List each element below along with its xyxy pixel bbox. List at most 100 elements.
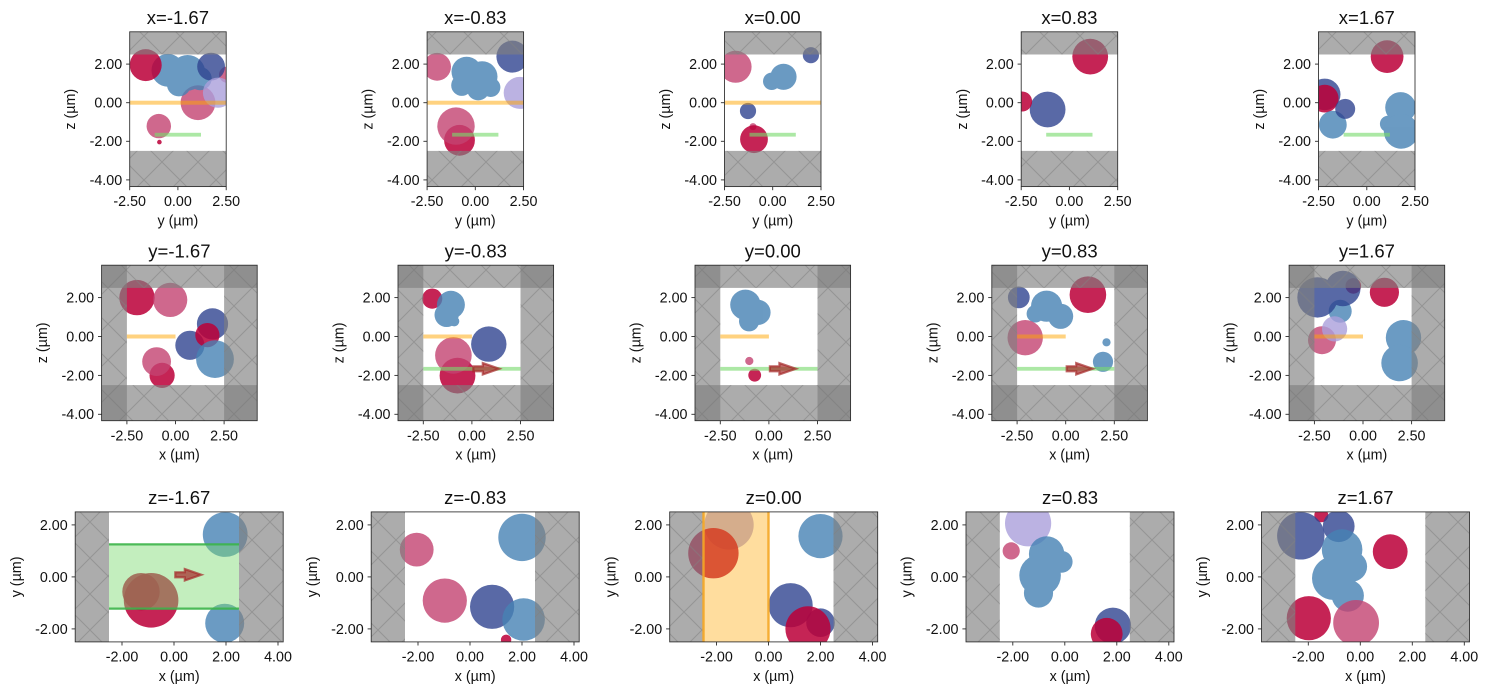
svg-text:0.00: 0.00 [1051, 650, 1079, 666]
svg-text:y (µm): y (µm) [603, 557, 619, 598]
svg-text:z (µm): z (µm) [332, 323, 348, 364]
svg-text:0.00: 0.00 [956, 329, 984, 345]
svg-text:y (µm): y (µm) [455, 214, 496, 230]
svg-text:0.00: 0.00 [634, 570, 662, 586]
svg-text:4.00: 4.00 [1450, 650, 1478, 666]
svg-text:0.00: 0.00 [160, 650, 188, 666]
svg-text:z (µm): z (µm) [361, 89, 377, 130]
svg-text:x=0.00: x=0.00 [745, 7, 801, 28]
svg-text:0.00: 0.00 [66, 329, 94, 345]
svg-text:0.00: 0.00 [1055, 194, 1083, 210]
svg-text:y=1.67: y=1.67 [1339, 241, 1395, 262]
svg-text:0.00: 0.00 [1254, 329, 1282, 345]
svg-text:0.00: 0.00 [164, 194, 192, 210]
svg-text:x=-1.67: x=-1.67 [147, 7, 209, 28]
svg-text:x (µm): x (µm) [1049, 448, 1090, 464]
svg-text:-2.00: -2.00 [1292, 650, 1325, 666]
svg-text:0.00: 0.00 [1052, 428, 1080, 444]
svg-text:4.00: 4.00 [859, 650, 887, 666]
svg-text:-2.50: -2.50 [1302, 194, 1335, 210]
svg-text:x=-0.83: x=-0.83 [444, 7, 506, 28]
svg-text:-2.50: -2.50 [411, 194, 444, 210]
svg-text:0.00: 0.00 [1346, 650, 1374, 666]
svg-text:-4.00: -4.00 [387, 173, 420, 189]
svg-text:-2.00: -2.00 [62, 368, 95, 384]
svg-text:2.50: 2.50 [1398, 428, 1426, 444]
svg-text:-4.00: -4.00 [90, 173, 123, 189]
svg-text:z=-0.83: z=-0.83 [444, 487, 506, 508]
svg-text:-2.00: -2.00 [1278, 134, 1311, 150]
svg-text:z (µm): z (µm) [658, 89, 674, 130]
svg-text:-2.00: -2.00 [1249, 368, 1282, 384]
svg-text:-2.50: -2.50 [111, 428, 144, 444]
svg-text:-4.00: -4.00 [358, 407, 391, 423]
svg-text:0.00: 0.00 [392, 96, 420, 112]
svg-text:-4.00: -4.00 [1278, 173, 1311, 189]
svg-text:y (µm): y (µm) [1049, 214, 1090, 230]
svg-text:z (µm): z (µm) [35, 323, 51, 364]
svg-text:-2.00: -2.00 [684, 134, 717, 150]
svg-text:2.00: 2.00 [1226, 518, 1254, 534]
svg-text:2.00: 2.00 [931, 518, 959, 534]
svg-text:-2.00: -2.00 [331, 622, 364, 638]
svg-text:z=0.83: z=0.83 [1042, 487, 1098, 508]
svg-text:-4.00: -4.00 [62, 407, 95, 423]
svg-text:2.00: 2.00 [986, 57, 1014, 73]
svg-text:y (µm): y (µm) [1195, 557, 1211, 598]
svg-text:x (µm): x (µm) [159, 669, 200, 685]
svg-text:-2.00: -2.00 [358, 368, 391, 384]
svg-text:0.00: 0.00 [458, 428, 486, 444]
svg-text:2.00: 2.00 [1398, 650, 1426, 666]
svg-text:2.50: 2.50 [1401, 194, 1429, 210]
svg-text:0.00: 0.00 [162, 428, 190, 444]
svg-text:-2.50: -2.50 [1001, 428, 1034, 444]
svg-text:0.00: 0.00 [689, 96, 717, 112]
svg-text:0.00: 0.00 [660, 329, 688, 345]
svg-text:-2.00: -2.00 [655, 368, 688, 384]
svg-text:x (µm): x (µm) [455, 669, 496, 685]
svg-text:x (µm): x (µm) [752, 448, 793, 464]
svg-text:x (µm): x (µm) [159, 448, 200, 464]
svg-text:2.00: 2.00 [212, 650, 240, 666]
svg-text:z (µm): z (µm) [1223, 323, 1239, 364]
svg-text:2.00: 2.00 [392, 57, 420, 73]
svg-text:2.00: 2.00 [1283, 57, 1311, 73]
svg-text:2.00: 2.00 [660, 291, 688, 307]
svg-text:-4.00: -4.00 [981, 173, 1014, 189]
svg-text:-2.00: -2.00 [106, 650, 139, 666]
svg-text:-2.50: -2.50 [1005, 194, 1038, 210]
svg-text:4.00: 4.00 [560, 650, 588, 666]
svg-text:x=0.83: x=0.83 [1041, 7, 1097, 28]
svg-text:z=-1.67: z=-1.67 [148, 487, 210, 508]
svg-text:-2.00: -2.00 [90, 134, 123, 150]
svg-text:x (µm): x (µm) [455, 448, 496, 464]
svg-text:y (µm): y (µm) [9, 557, 25, 598]
svg-text:y=0.83: y=0.83 [1042, 241, 1098, 262]
svg-text:0.00: 0.00 [755, 650, 783, 666]
svg-text:y (µm): y (µm) [305, 557, 321, 598]
svg-text:-2.50: -2.50 [708, 194, 741, 210]
svg-text:4.00: 4.00 [264, 650, 292, 666]
svg-text:x (µm): x (µm) [1050, 669, 1091, 685]
svg-text:0.00: 0.00 [456, 650, 484, 666]
svg-text:2.00: 2.00 [363, 291, 391, 307]
svg-text:2.00: 2.00 [94, 57, 122, 73]
svg-text:0.00: 0.00 [461, 194, 489, 210]
svg-text:0.00: 0.00 [759, 194, 787, 210]
svg-text:y=0.00: y=0.00 [745, 241, 801, 262]
svg-text:-2.00: -2.00 [1221, 622, 1254, 638]
svg-text:z (µm): z (µm) [63, 89, 79, 130]
svg-text:0.00: 0.00 [336, 570, 364, 586]
svg-text:y (µm): y (µm) [1346, 214, 1387, 230]
svg-text:2.00: 2.00 [634, 518, 662, 534]
svg-text:-4.00: -4.00 [952, 407, 985, 423]
svg-text:z (µm): z (µm) [925, 323, 941, 364]
svg-text:-4.00: -4.00 [655, 407, 688, 423]
svg-text:y=-0.83: y=-0.83 [445, 241, 507, 262]
svg-text:4.00: 4.00 [1155, 650, 1183, 666]
svg-text:0.00: 0.00 [986, 96, 1014, 112]
svg-text:2.00: 2.00 [689, 57, 717, 73]
svg-text:y (µm): y (µm) [752, 214, 793, 230]
svg-text:z (µm): z (µm) [1252, 89, 1268, 130]
svg-text:2.50: 2.50 [807, 194, 835, 210]
